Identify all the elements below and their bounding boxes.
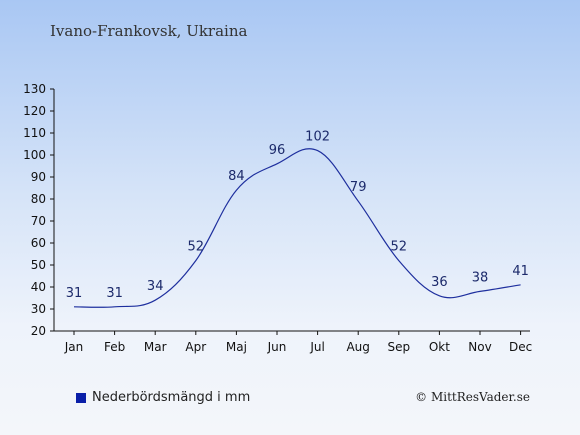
data-label: 52 — [391, 240, 408, 255]
data-label: 102 — [305, 130, 330, 145]
x-tick-label: Sep — [387, 340, 410, 354]
precipitation-series-line — [73, 148, 521, 308]
data-label: 31 — [106, 286, 123, 301]
y-tick-label: 80 — [31, 192, 46, 206]
y-tick-label: 20 — [31, 324, 46, 338]
data-label: 34 — [147, 279, 164, 294]
chart-axes — [53, 89, 530, 332]
data-label: 41 — [512, 264, 529, 279]
y-tick-label: 100 — [23, 148, 46, 162]
location-title: Ivano-Frankovsk, Ukraina — [50, 22, 248, 40]
data-label: 84 — [228, 169, 245, 184]
data-label: 31 — [66, 286, 83, 301]
data-label: 96 — [269, 143, 286, 158]
data-label: 52 — [188, 240, 205, 255]
legend-swatch — [76, 392, 86, 403]
legend-label: Nederbördsmängd i mm — [92, 390, 251, 405]
chart-data-labels: 31 31 34 52 84 96 102 79 52 36 38 41 — [66, 130, 529, 301]
data-label: 38 — [472, 270, 489, 285]
x-tick-label: Nov — [468, 340, 491, 354]
x-tick-label: Jan — [64, 340, 84, 354]
x-tick-label: Jun — [267, 340, 287, 354]
y-tick-label: 70 — [31, 214, 46, 228]
chart-series — [73, 148, 521, 308]
x-tick-label: Jul — [309, 340, 324, 354]
chart-legend: Nederbördsmängd i mm — [76, 390, 250, 405]
y-tick-label: 120 — [23, 104, 46, 118]
x-tick-label: Maj — [226, 340, 247, 354]
y-tick-label: 110 — [23, 126, 46, 140]
copyright-text: © MittResVader.se — [415, 390, 530, 404]
data-label: 79 — [350, 180, 367, 195]
y-tick-label: 40 — [31, 280, 46, 294]
x-tick-label: Apr — [185, 340, 206, 354]
x-tick-label: Feb — [104, 340, 125, 354]
y-tick-label: 130 — [23, 82, 46, 96]
x-tick-label: Okt — [429, 340, 450, 354]
y-tick-label: 30 — [31, 302, 46, 316]
y-tick-label: 90 — [31, 170, 46, 184]
y-tick-label: 60 — [31, 236, 46, 250]
data-label: 36 — [431, 275, 448, 290]
x-tick-label: Aug — [346, 340, 369, 354]
y-tick-label: 50 — [31, 258, 46, 272]
chart-ticks: 20 30 40 50 60 70 80 90 100 110 120 130 Jan Feb Mar Apr… — [23, 82, 532, 354]
x-tick-label: Mar — [144, 340, 167, 354]
x-tick-label: Dec — [509, 340, 532, 354]
